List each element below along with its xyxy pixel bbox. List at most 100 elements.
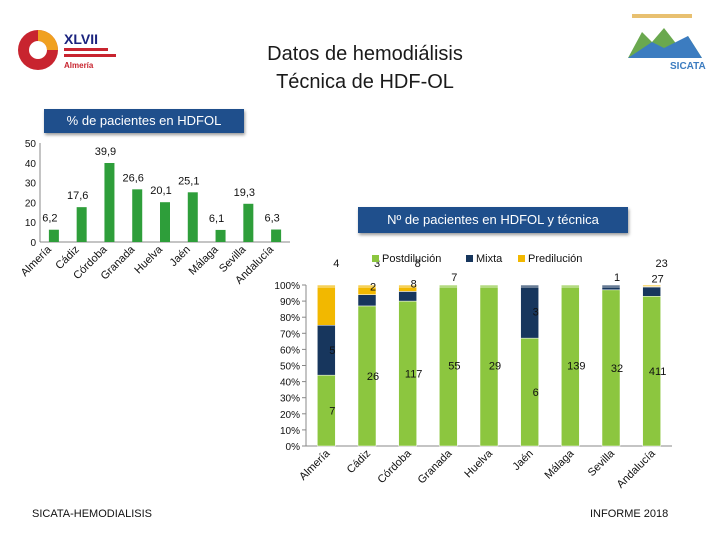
chart2-legend-swatch: [466, 255, 473, 262]
chart2-data-label: 29: [489, 361, 501, 373]
chart2-bar-segment: [357, 294, 377, 307]
chart2-y-tick: 90%: [280, 297, 300, 308]
chart2-y-tick: 30%: [280, 394, 300, 405]
chart1-value-label: 26,6: [123, 172, 144, 184]
chart2-data-label: 4: [333, 258, 339, 270]
logo-left-text: XLVII: [64, 31, 98, 47]
chart2-category-label: Almería: [297, 447, 333, 483]
chart2-legend-label: Postdilución: [382, 253, 441, 265]
chart2-data-label: 1: [614, 272, 620, 284]
chart2-data-label: 27: [652, 274, 664, 286]
chart2-data-label: 8: [411, 278, 417, 290]
chart1-y-tick: 0: [30, 238, 36, 249]
footer-left: SICATA-HEMODIALISIS: [32, 508, 153, 520]
chart2-category-label: Cádiz: [345, 448, 373, 476]
chart2-bar-segment: [642, 284, 661, 287]
chart1-y-tick: 40: [25, 159, 37, 170]
chart1-value-label: 6,3: [264, 213, 279, 225]
chart2-bar-segment: [561, 284, 580, 447]
chart2-bar-highlight: [602, 285, 620, 288]
chart1-y-tick: 30: [25, 179, 37, 190]
chart2-category-label: Málaga: [542, 447, 577, 482]
chart2-data-label: 139: [567, 361, 585, 373]
chart2-data-label: 3: [533, 307, 539, 319]
chart2-y-tick: 40%: [280, 378, 300, 389]
slide-title: Datos de hemodiálisis Técnica de HDF-OL: [230, 40, 500, 96]
chart2-y-tick: 80%: [280, 313, 300, 324]
chart2-category-label: Andalucía: [615, 447, 659, 491]
slide-title-line2: Técnica de HDF-OL: [276, 71, 454, 93]
chart1-category-label: Huelva: [132, 243, 165, 276]
chart1-y-tick: 10: [25, 218, 37, 229]
chart2-data-label: 8: [415, 258, 421, 270]
chart2-category-label: Sevilla: [586, 447, 618, 479]
chart2-category-label: Granada: [416, 447, 455, 486]
chart2-bar-highlight: [358, 285, 376, 288]
chart1-category-label: Almería: [19, 243, 55, 279]
chart2-data-label: 55: [448, 361, 460, 373]
chart2-category-label: Jaén: [510, 448, 535, 473]
chart2-bar-highlight: [480, 285, 498, 288]
logo-right-text: SICATA: [670, 61, 706, 72]
chart2-y-tick: 0%: [286, 442, 301, 453]
chart2-data-label: 3: [374, 258, 380, 270]
chart2-data-label: 26: [367, 371, 379, 383]
chart2-legend-label: Predilución: [528, 253, 582, 265]
chart2-bar-highlight: [398, 285, 417, 288]
chart2-data-label: 7: [451, 272, 457, 284]
logo-left-subtext: Almería: [64, 61, 94, 70]
chart2-y-tick: 60%: [280, 345, 300, 356]
chart2-bar-segment: [398, 284, 417, 292]
chart1-bar: [104, 162, 115, 242]
chart2-data-label: 117: [405, 369, 423, 381]
chart2-data-label: 23: [656, 258, 668, 270]
chart2-bar-segment: [398, 291, 417, 302]
chart1-y-tick: 20: [25, 198, 37, 209]
chart1-bar: [215, 229, 226, 242]
chart2-y-tick: 50%: [280, 362, 300, 373]
chart1-bar: [132, 189, 143, 242]
chart1-bar: [48, 229, 59, 242]
chart1-y-tick: 50: [25, 139, 37, 150]
chart2-bar-highlight: [439, 285, 458, 288]
chart1-value-label: 6,1: [209, 213, 224, 225]
chart1-value-label: 19,3: [234, 187, 255, 199]
chart2-data-label: 2: [370, 282, 376, 294]
chart2-title: Nº de pacientes en HDFOL y técnica: [358, 207, 628, 233]
chart2-y-tick: 10%: [280, 426, 300, 437]
chart2-y-tick: 70%: [280, 329, 300, 340]
chart2-legend-swatch: [518, 255, 525, 262]
chart2-legend-swatch: [372, 255, 379, 262]
chart1-value-label: 6,2: [42, 213, 57, 225]
chart1-value-label: 17,6: [67, 190, 88, 202]
chart2-bar-segment: [479, 284, 499, 447]
chart2-bar-segment: [520, 284, 539, 339]
chart2-category-label: Córdoba: [375, 447, 414, 486]
chart2-bar-segment: [317, 284, 336, 326]
chart2-data-label: 411: [649, 366, 667, 378]
chart1-title: % de pacientes en HDFOL: [44, 109, 244, 133]
chart1-bar: [187, 192, 198, 242]
chart2-bar-highlight: [642, 285, 661, 288]
chart2-data-label: 7: [329, 406, 335, 418]
chart2-bar-highlight: [317, 285, 336, 288]
chart1-bar: [271, 229, 282, 242]
slide-title-line1: Datos de hemodiálisis: [267, 43, 463, 65]
chart2-bar-segment: [642, 286, 661, 297]
chart1-bar: [76, 207, 87, 242]
congress-logo: XLVII Almería: [16, 24, 136, 80]
chart1-bar: [160, 202, 170, 242]
chart2-y-tick: 20%: [280, 410, 300, 421]
chart1-value-label: 39,9: [95, 146, 116, 158]
chart2-bar-segment: [357, 284, 377, 295]
chart2-y-tick: 100%: [274, 281, 300, 292]
chart2-bar-segment: [439, 284, 458, 447]
chart2-category-label: Huelva: [462, 447, 495, 480]
footer-right: INFORME 2018: [590, 508, 669, 520]
chart1-value-label: 25,1: [178, 175, 199, 187]
chart1-value-label: 20,1: [150, 185, 171, 197]
chart2-data-label: 6: [533, 387, 539, 399]
chart1-bar: [243, 203, 254, 242]
chart2-data-label: 32: [611, 363, 623, 375]
